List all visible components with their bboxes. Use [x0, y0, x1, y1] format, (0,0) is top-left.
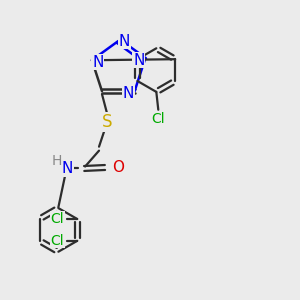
Text: N: N — [133, 53, 144, 68]
Text: H: H — [51, 154, 62, 168]
Text: N: N — [61, 161, 73, 176]
Text: S: S — [102, 113, 112, 131]
Text: O: O — [112, 160, 124, 175]
Text: N: N — [123, 86, 134, 101]
Text: N: N — [92, 55, 103, 70]
Text: Cl: Cl — [51, 212, 64, 226]
Text: N: N — [118, 34, 130, 49]
Text: Cl: Cl — [152, 112, 165, 126]
Text: Cl: Cl — [51, 234, 64, 248]
